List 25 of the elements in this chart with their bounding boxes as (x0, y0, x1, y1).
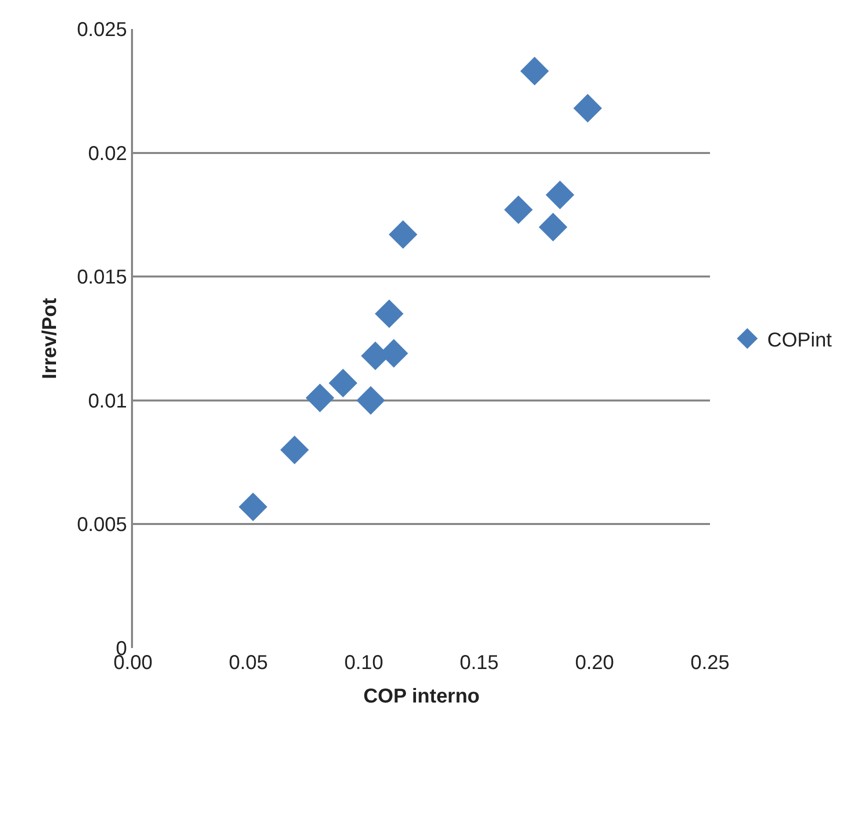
point (573, 94, 602, 123)
point (538, 212, 568, 242)
x-tick-label: 0.25 (690, 652, 730, 674)
y-tick-label: 0.01 (88, 390, 127, 412)
point (546, 180, 574, 210)
point (374, 299, 404, 328)
point (356, 386, 386, 415)
x-tick-label: 0.10 (344, 652, 384, 674)
y-tick-label: 0.005 (76, 514, 127, 536)
point (504, 195, 533, 224)
x-tick-label: 0.05 (228, 652, 268, 674)
point (388, 220, 418, 249)
legend-label: COPint (767, 329, 832, 352)
y-axis-title: Irrev/Pot (38, 298, 61, 380)
x-axis-title: COP interno (363, 686, 480, 708)
point (520, 56, 549, 86)
y-tick-label: 0.025 (76, 19, 127, 41)
point (238, 492, 268, 522)
point (328, 368, 358, 398)
x-tick-label: 0.20 (575, 652, 614, 674)
point (280, 436, 309, 464)
x-tick-label: 0.15 (460, 652, 499, 674)
y-tick-label: 0.02 (88, 142, 127, 165)
point (306, 384, 334, 412)
y-tick-label: 0.015 (76, 266, 127, 289)
